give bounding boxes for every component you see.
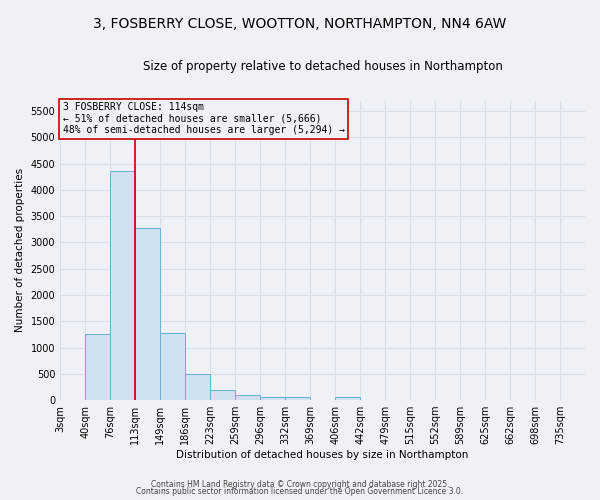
Bar xyxy=(160,334,185,400)
Bar xyxy=(285,397,310,400)
Bar xyxy=(335,397,360,400)
Bar xyxy=(260,397,285,400)
Bar xyxy=(235,396,260,400)
Title: Size of property relative to detached houses in Northampton: Size of property relative to detached ho… xyxy=(143,60,503,73)
Bar xyxy=(85,334,110,400)
Bar xyxy=(185,374,210,400)
Text: Contains HM Land Registry data © Crown copyright and database right 2025.: Contains HM Land Registry data © Crown c… xyxy=(151,480,449,489)
Y-axis label: Number of detached properties: Number of detached properties xyxy=(15,168,25,332)
X-axis label: Distribution of detached houses by size in Northampton: Distribution of detached houses by size … xyxy=(176,450,469,460)
Bar xyxy=(135,228,160,400)
Text: 3, FOSBERRY CLOSE, WOOTTON, NORTHAMPTON, NN4 6AW: 3, FOSBERRY CLOSE, WOOTTON, NORTHAMPTON,… xyxy=(94,18,506,32)
Bar xyxy=(210,390,235,400)
Text: Contains public sector information licensed under the Open Government Licence 3.: Contains public sector information licen… xyxy=(136,487,464,496)
Text: 3 FOSBERRY CLOSE: 114sqm
← 51% of detached houses are smaller (5,666)
48% of sem: 3 FOSBERRY CLOSE: 114sqm ← 51% of detach… xyxy=(63,102,345,136)
Bar xyxy=(110,172,135,400)
